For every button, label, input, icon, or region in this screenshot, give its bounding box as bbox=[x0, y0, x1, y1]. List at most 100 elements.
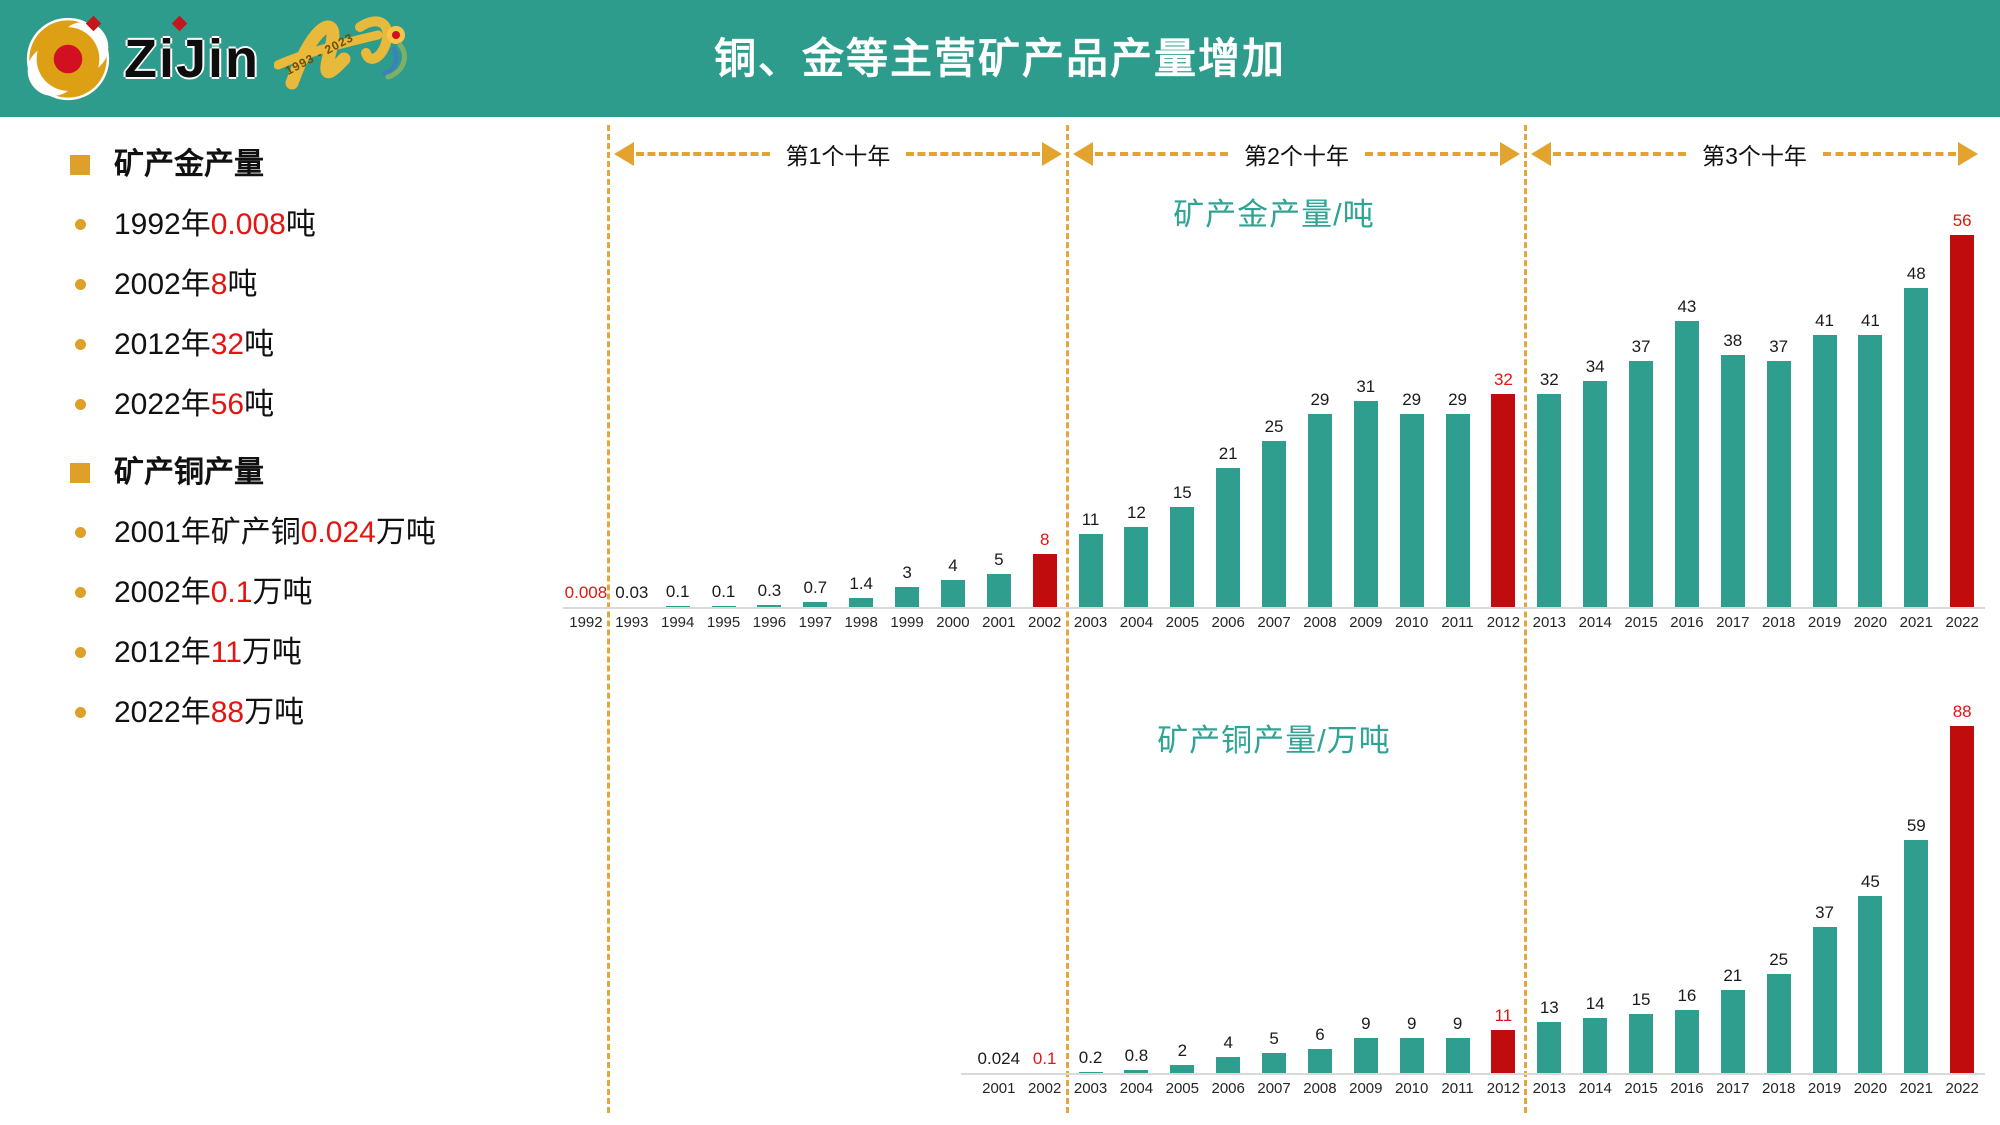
chart-column: 37 bbox=[1802, 903, 1848, 1073]
year-label: 1992 bbox=[569, 614, 603, 631]
bar bbox=[1583, 1017, 1608, 1073]
dashed-line bbox=[906, 152, 1041, 156]
chart-column: 0.7 bbox=[792, 578, 838, 607]
chart-column: 13 bbox=[1526, 998, 1572, 1073]
slide-title: 铜、金等主营矿产品产量增加 bbox=[713, 35, 1286, 82]
copper-chart-plot: 0.024 0.1 0.2 0.8 2 4 5 6 9 9 9 11 13 14 15 16 21 25 37 45 5… bbox=[563, 583, 1985, 1073]
bar-value-label: 11 bbox=[1081, 509, 1100, 529]
bar-value-label: 1.4 bbox=[849, 573, 873, 593]
bar bbox=[1124, 527, 1149, 607]
year-label: 2012 bbox=[1486, 1080, 1521, 1097]
bar bbox=[1078, 533, 1103, 607]
year-label: 2003 bbox=[1073, 1080, 1108, 1097]
bar bbox=[1078, 1072, 1103, 1073]
year-label: 2011 bbox=[1441, 1080, 1474, 1097]
year-label: 2002 bbox=[1028, 1080, 1062, 1097]
bar-value-label: 32 bbox=[1493, 370, 1513, 390]
arrow-left-icon bbox=[614, 142, 634, 166]
arrow-left-icon bbox=[1073, 142, 1093, 166]
year-label: 2018 bbox=[1762, 614, 1796, 631]
bar bbox=[803, 602, 828, 607]
header-bar: ZiJin 1993 - 2023 铜、金等主营矿产品产量增加 bbox=[0, 0, 2000, 117]
year-label bbox=[884, 1080, 930, 1097]
year-label: 2008 bbox=[1303, 1080, 1337, 1097]
chart-column: 21 bbox=[1205, 443, 1251, 607]
copper-chart-title: 矿产铜产量/万吨 bbox=[1157, 723, 1391, 758]
year-label: 2015 bbox=[1624, 1080, 1658, 1097]
year-label: 2018 bbox=[1762, 1080, 1796, 1097]
year-label: 2006 bbox=[1211, 1080, 1245, 1097]
bar-value-label: 16 bbox=[1677, 985, 1697, 1005]
chart-column: 0.1 bbox=[655, 582, 701, 607]
year-label: 2017 bbox=[1716, 1080, 1750, 1097]
arrow-right-icon bbox=[1500, 142, 1521, 166]
chart-column: 43 bbox=[1664, 297, 1710, 607]
zijin-medallion-icon bbox=[26, 17, 110, 101]
bar-value-label: 0.024 bbox=[977, 1048, 1021, 1068]
bar-value-label: 6 bbox=[1315, 1025, 1325, 1045]
decade-divider bbox=[1524, 125, 1527, 1113]
chart-column: 0.008 bbox=[563, 583, 609, 607]
year-label: 1994 bbox=[661, 614, 695, 631]
bar bbox=[665, 606, 690, 607]
chart-column: 29 bbox=[1297, 390, 1343, 607]
chart-column: 25 bbox=[1251, 417, 1297, 607]
year-label bbox=[563, 1080, 609, 1097]
bar-value-label: 0.1 bbox=[711, 582, 736, 602]
year-label: 2017 bbox=[1716, 614, 1750, 631]
square-bullet-icon bbox=[70, 154, 90, 175]
bar-value-label: 48 bbox=[1906, 264, 1926, 284]
arrow-right-icon bbox=[1042, 142, 1063, 166]
year-label bbox=[655, 1080, 701, 1097]
chart-column: 9 bbox=[1389, 1014, 1435, 1073]
year-label: 1996 bbox=[752, 614, 787, 631]
year-label bbox=[747, 1080, 793, 1097]
chart-column: 5 bbox=[976, 550, 1022, 607]
bar-value-label: 88 bbox=[1952, 702, 1972, 722]
year-label: 2022 bbox=[1945, 614, 1979, 631]
year-label: 2014 bbox=[1578, 1080, 1612, 1097]
year-label: 2019 bbox=[1807, 614, 1842, 631]
chart-column: 8 bbox=[1022, 530, 1068, 607]
chart-column: 1.4 bbox=[838, 574, 884, 607]
zijin-logo: ZiJin 1993 - 2023 bbox=[26, 14, 424, 104]
bar-value-label: 21 bbox=[1218, 443, 1238, 463]
bar-value-label: 37 bbox=[1769, 337, 1789, 357]
year-label: 2007 bbox=[1257, 614, 1291, 631]
bar bbox=[1262, 1053, 1287, 1073]
chart-column: 0.2 bbox=[1068, 1048, 1114, 1073]
legend-item: 2012年11万吨 bbox=[52, 634, 532, 671]
bar-value-label: 37 bbox=[1815, 903, 1835, 923]
year-label: 2021 bbox=[1899, 1080, 1933, 1097]
anniversary-flourish-icon bbox=[273, 16, 407, 90]
bar bbox=[1307, 1049, 1332, 1073]
gold-chart-plot: 0.008 0.03 0.1 0.1 0.3 0.7 1.4 3 4 5 8 11 12 15 21 25 29… bbox=[563, 117, 1985, 607]
bar bbox=[1858, 895, 1883, 1073]
highlight-value: 0.1 bbox=[210, 576, 253, 609]
chart-column: 34 bbox=[1572, 357, 1618, 607]
chart-column: 11 bbox=[1068, 510, 1114, 607]
bar bbox=[1216, 1057, 1241, 1073]
bar bbox=[1262, 440, 1287, 607]
decade-band-3: 第3个十年 bbox=[1527, 139, 1982, 169]
legend-section-label: 矿产金产量 bbox=[114, 148, 264, 181]
bar bbox=[986, 573, 1011, 607]
year-label: 2004 bbox=[1119, 1080, 1154, 1097]
highlight-value: 0.008 bbox=[210, 208, 286, 241]
chart-column: 14 bbox=[1572, 994, 1618, 1073]
year-label: 1995 bbox=[706, 614, 741, 631]
year-label: 2005 bbox=[1165, 1080, 1199, 1097]
dot-bullet-icon bbox=[74, 399, 86, 410]
decade-band-2: 第2个十年 bbox=[1069, 139, 1524, 169]
highlight-value: 0.024 bbox=[300, 516, 376, 549]
chart-column: 16 bbox=[1664, 986, 1710, 1073]
bar-value-label: 56 bbox=[1952, 211, 1972, 230]
arrow-right-icon bbox=[1958, 142, 1979, 166]
bar bbox=[1445, 1037, 1470, 1073]
bar-value-label: 0.008 bbox=[564, 582, 608, 602]
bar bbox=[1170, 1065, 1195, 1073]
bar-value-label: 9 bbox=[1406, 1013, 1417, 1033]
year-label: 2008 bbox=[1303, 614, 1337, 631]
year-label: 2016 bbox=[1670, 1080, 1704, 1097]
bar bbox=[1491, 1029, 1516, 1073]
